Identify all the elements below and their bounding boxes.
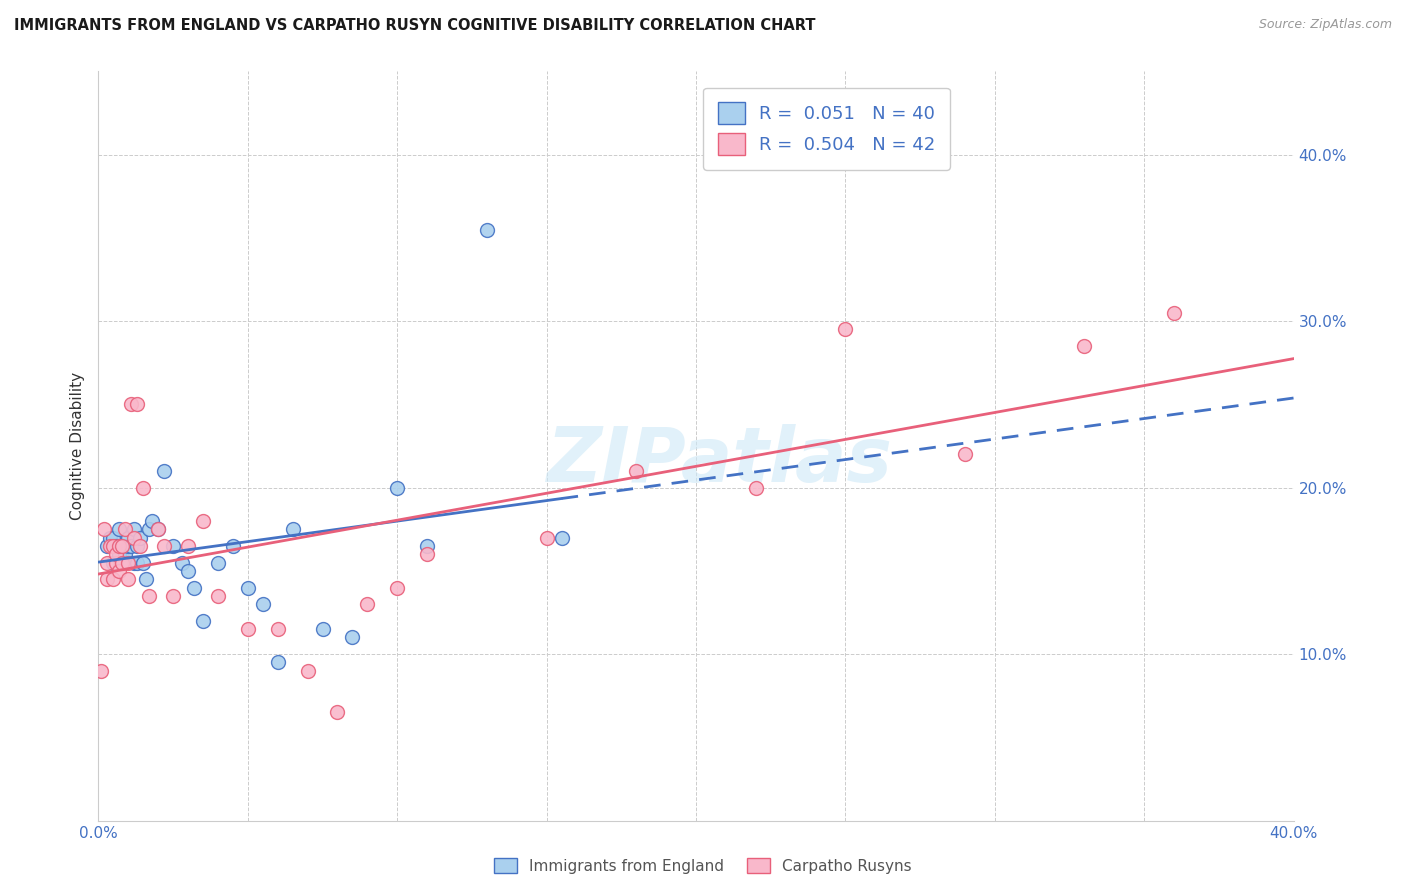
- Point: [385, 581, 409, 595]
- Point: [1073, 339, 1095, 353]
- Point: [108, 564, 131, 578]
- Point: [98, 539, 122, 553]
- Point: [120, 539, 142, 553]
- Point: [105, 556, 128, 570]
- Point: [281, 522, 304, 536]
- Point: [103, 572, 125, 586]
- Point: [550, 531, 572, 545]
- Point: [177, 539, 200, 553]
- Point: [114, 522, 136, 536]
- Point: [148, 522, 170, 536]
- Point: [416, 539, 439, 553]
- Point: [311, 622, 333, 636]
- Point: [108, 522, 131, 536]
- Point: [138, 589, 160, 603]
- Point: [356, 597, 378, 611]
- Y-axis label: Cognitive Disability: Cognitive Disability: [69, 372, 84, 520]
- Point: [342, 631, 364, 645]
- Point: [117, 539, 139, 553]
- Point: [536, 531, 558, 545]
- Point: [252, 597, 274, 611]
- Legend: Immigrants from England, Carpatho Rusyns: Immigrants from England, Carpatho Rusyns: [488, 852, 918, 880]
- Point: [103, 556, 125, 570]
- Point: [98, 531, 122, 545]
- Point: [135, 572, 157, 586]
- Point: [111, 539, 134, 553]
- Point: [141, 514, 163, 528]
- Point: [103, 539, 125, 553]
- Point: [153, 539, 176, 553]
- Text: ZIPatlas: ZIPatlas: [547, 424, 893, 498]
- Point: [267, 622, 290, 636]
- Point: [153, 464, 176, 478]
- Point: [96, 539, 118, 553]
- Point: [129, 531, 152, 545]
- Point: [127, 397, 149, 411]
- Point: [207, 589, 229, 603]
- Point: [385, 481, 409, 495]
- Point: [191, 514, 214, 528]
- Point: [148, 522, 170, 536]
- Point: [297, 664, 319, 678]
- Point: [191, 614, 214, 628]
- Point: [117, 531, 139, 545]
- Point: [745, 481, 768, 495]
- Point: [267, 656, 290, 670]
- Point: [105, 547, 128, 561]
- Point: [127, 556, 149, 570]
- Text: Source: ZipAtlas.com: Source: ZipAtlas.com: [1258, 18, 1392, 31]
- Point: [103, 531, 125, 545]
- Point: [207, 556, 229, 570]
- Point: [96, 572, 118, 586]
- Point: [183, 581, 205, 595]
- Point: [108, 547, 131, 561]
- Point: [953, 447, 976, 461]
- Point: [222, 539, 245, 553]
- Point: [236, 622, 259, 636]
- Point: [108, 539, 131, 553]
- Point: [834, 322, 856, 336]
- Point: [236, 581, 259, 595]
- Point: [129, 539, 152, 553]
- Point: [138, 522, 160, 536]
- Point: [117, 572, 139, 586]
- Point: [416, 547, 439, 561]
- Point: [124, 556, 146, 570]
- Point: [162, 589, 184, 603]
- Point: [90, 664, 112, 678]
- Point: [114, 547, 136, 561]
- Point: [111, 556, 134, 570]
- Point: [117, 556, 139, 570]
- Point: [177, 564, 200, 578]
- Point: [96, 556, 118, 570]
- Point: [132, 556, 155, 570]
- Point: [124, 531, 146, 545]
- Point: [172, 556, 194, 570]
- Point: [111, 539, 134, 553]
- Point: [162, 539, 184, 553]
- Point: [326, 706, 349, 720]
- Point: [127, 539, 149, 553]
- Point: [626, 464, 648, 478]
- Point: [132, 481, 155, 495]
- Point: [93, 522, 115, 536]
- Point: [475, 222, 498, 236]
- Point: [105, 539, 128, 553]
- Point: [124, 522, 146, 536]
- Point: [1163, 306, 1185, 320]
- Text: IMMIGRANTS FROM ENGLAND VS CARPATHO RUSYN COGNITIVE DISABILITY CORRELATION CHART: IMMIGRANTS FROM ENGLAND VS CARPATHO RUSY…: [14, 18, 815, 33]
- Point: [120, 397, 142, 411]
- Legend: R =  0.051   N = 40, R =  0.504   N = 42: R = 0.051 N = 40, R = 0.504 N = 42: [703, 88, 950, 169]
